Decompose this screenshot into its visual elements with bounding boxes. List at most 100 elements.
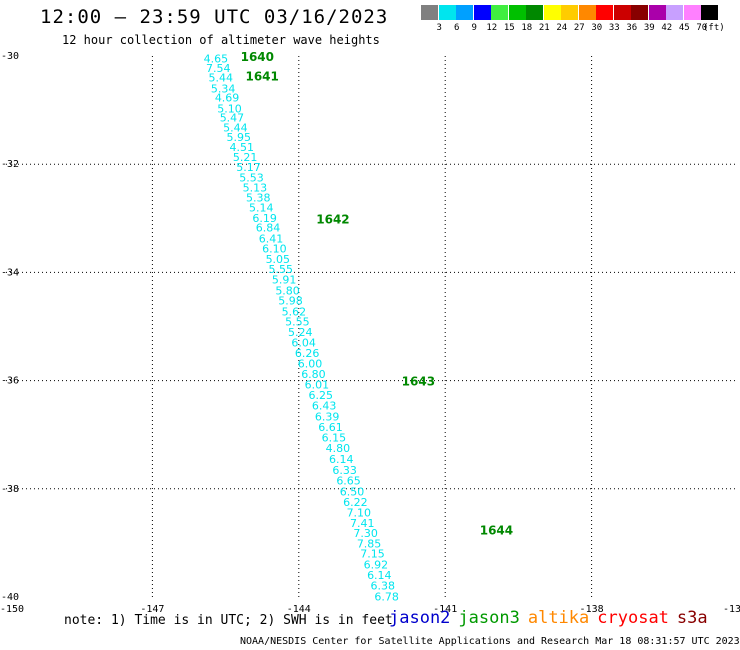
wave-height-value: 7.41 [350, 517, 375, 530]
legend-swatch [526, 5, 543, 20]
legend-unit: (ft) [703, 23, 725, 33]
wave-height-value: 5.14 [249, 201, 274, 214]
wave-height-value: 6.00 [298, 357, 323, 370]
legend-swatch [456, 5, 473, 20]
legend-swatch [578, 5, 596, 20]
legend-swatch [666, 5, 683, 20]
legend-label: 33 [608, 23, 620, 33]
wave-height-value: 6.33 [332, 464, 357, 477]
wave-height-value: 6.78 [374, 590, 399, 603]
footer-credit: NOAA/NESDIS Center for Satellite Applica… [240, 636, 740, 647]
legend-swatch [508, 5, 526, 20]
wave-height-value: 6.65 [336, 475, 361, 488]
legend-swatch [421, 5, 438, 20]
legend-label: 45 [678, 23, 690, 33]
wave-height-value: 6.04 [291, 337, 316, 350]
satellite-legend: jason2 jason3 altika cryosat s3a [389, 608, 716, 628]
legend-swatch [613, 5, 631, 20]
wave-height-value: 6.10 [262, 243, 287, 256]
time-label: 1640 [241, 50, 274, 64]
legend-swatch [491, 5, 508, 20]
wave-height-value: 7.30 [353, 527, 378, 540]
wave-height-value: 6.14 [367, 569, 392, 582]
footer-note: note: 1) Time is in UTC; 2) SWH is in fe… [64, 613, 393, 628]
y-tick-label: -32 [1, 159, 19, 170]
legend-label: 36 [626, 23, 638, 33]
legend-label: 39 [643, 23, 655, 33]
wave-height-value: 5.62 [282, 305, 307, 318]
wave-height-value: 6.39 [315, 410, 340, 423]
legend-label: 24 [556, 23, 568, 33]
satellite-name: jason3 [458, 608, 520, 628]
page-subtitle: 12 hour collection of altimeter wave hei… [62, 33, 380, 47]
legend-swatch [648, 5, 666, 20]
wave-height-value: 6.80 [301, 368, 326, 381]
legend-label: 42 [661, 23, 673, 33]
y-tick-label: -40 [1, 592, 19, 603]
legend-swatch [473, 5, 491, 20]
legend-swatch [438, 5, 456, 20]
legend-label: 27 [573, 23, 585, 33]
satellite-name: jason2 [389, 608, 451, 628]
wave-height-value: 5.44 [223, 121, 248, 134]
wave-height-value: 5.95 [227, 131, 252, 144]
wave-height-value: 4.69 [215, 92, 240, 105]
wave-height-value: 7.10 [347, 507, 372, 520]
wave-height-value: 5.47 [220, 112, 245, 125]
legend-label: 6 [454, 23, 460, 33]
wave-height-value: 4.51 [229, 141, 254, 154]
wave-height-value: 6.15 [322, 431, 347, 444]
wave-height-value: 6.43 [312, 399, 337, 412]
legend-label: 21 [538, 23, 550, 33]
legend-swatch [683, 5, 701, 20]
wave-height-value: 6.41 [259, 232, 284, 245]
x-tick-label: -141 [433, 604, 457, 615]
wave-height-value: 5.98 [278, 295, 303, 308]
wave-height-value: 7.54 [206, 62, 231, 75]
wave-height-value: 4.65 [204, 53, 229, 66]
wave-height-value: 6.84 [256, 221, 281, 234]
wave-height-value: 5.80 [275, 284, 300, 297]
legend-label: 30 [591, 23, 603, 33]
wave-height-value: 6.14 [329, 453, 354, 466]
wave-height-value: 5.24 [288, 326, 313, 339]
satellite-name: altika [527, 608, 590, 628]
legend-label: 9 [471, 23, 477, 33]
wave-height-value: 5.05 [266, 253, 291, 266]
wave-height-value: 5.38 [246, 192, 271, 205]
y-tick-label: -34 [1, 267, 19, 278]
legend-label: 70 [696, 23, 708, 33]
legend-swatch [596, 5, 613, 20]
y-tick-label: -38 [1, 484, 19, 495]
wave-height-value: 6.92 [364, 559, 389, 572]
x-tick-label: -138 [580, 604, 604, 615]
wave-height-value: 6.61 [318, 421, 343, 434]
wave-height-value: 6.26 [295, 347, 320, 360]
wave-height-value: 7.15 [360, 548, 385, 561]
time-label: 1641 [245, 69, 278, 83]
satellite-name: s3a [676, 608, 708, 628]
satellite-name: cryosat [597, 608, 669, 628]
wave-height-value: 6.19 [252, 212, 277, 225]
wave-height-value: 6.25 [309, 389, 334, 402]
legend-swatch [701, 5, 718, 20]
wave-height-value: 4.80 [326, 442, 351, 455]
legend-label: 18 [521, 23, 533, 33]
x-tick-label: -150 [0, 604, 24, 615]
x-tick-label: -144 [287, 604, 311, 615]
grid-layer [6, 56, 738, 597]
wave-height-value: 5.10 [217, 102, 242, 115]
wave-height-value: 6.50 [340, 486, 365, 499]
time-label: 1643 [402, 375, 435, 389]
legend-label: 3 [436, 23, 442, 33]
wave-height-value: 5.91 [272, 273, 297, 286]
wave-height-value: 5.34 [211, 82, 236, 95]
wave-height-value: 6.01 [305, 378, 330, 391]
y-tick-label: -36 [1, 376, 19, 387]
time-layer: 1640 1641 1642 1643 1644 [241, 50, 514, 537]
wave-height-value: 5.21 [233, 151, 258, 164]
legend-swatch [561, 5, 578, 20]
wave-height-value: 5.17 [236, 161, 261, 174]
legend-label: 15 [503, 23, 515, 33]
